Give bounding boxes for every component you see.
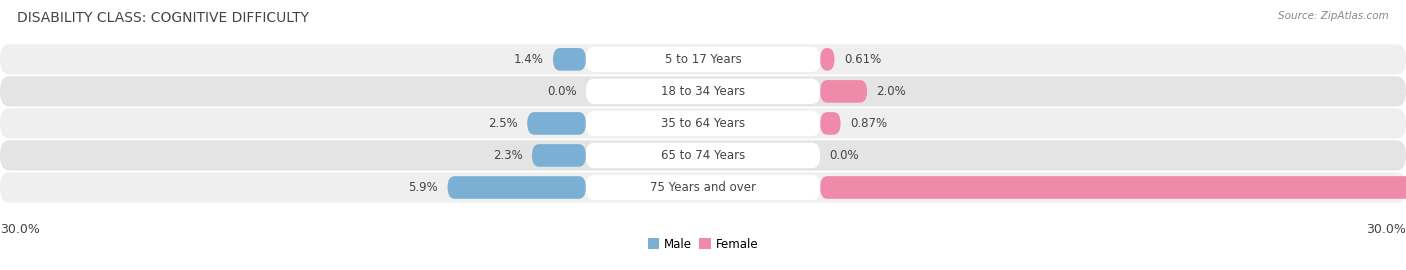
Text: Source: ZipAtlas.com: Source: ZipAtlas.com bbox=[1278, 11, 1389, 21]
FancyBboxPatch shape bbox=[0, 140, 1406, 171]
Text: 0.0%: 0.0% bbox=[547, 85, 576, 98]
Text: 30.0%: 30.0% bbox=[1367, 223, 1406, 236]
Text: 5.9%: 5.9% bbox=[409, 181, 439, 194]
FancyBboxPatch shape bbox=[820, 48, 835, 71]
Text: 30.0%: 30.0% bbox=[0, 223, 39, 236]
FancyBboxPatch shape bbox=[0, 44, 1406, 75]
FancyBboxPatch shape bbox=[586, 111, 820, 136]
Text: DISABILITY CLASS: COGNITIVE DIFFICULTY: DISABILITY CLASS: COGNITIVE DIFFICULTY bbox=[17, 11, 309, 25]
FancyBboxPatch shape bbox=[527, 112, 586, 135]
Text: 5 to 17 Years: 5 to 17 Years bbox=[665, 53, 741, 66]
Text: 35 to 64 Years: 35 to 64 Years bbox=[661, 117, 745, 130]
FancyBboxPatch shape bbox=[820, 112, 841, 135]
Text: 18 to 34 Years: 18 to 34 Years bbox=[661, 85, 745, 98]
FancyBboxPatch shape bbox=[0, 173, 1406, 202]
FancyBboxPatch shape bbox=[586, 79, 820, 104]
FancyBboxPatch shape bbox=[820, 80, 868, 103]
Legend: Male, Female: Male, Female bbox=[643, 233, 763, 255]
Text: 0.61%: 0.61% bbox=[844, 53, 882, 66]
FancyBboxPatch shape bbox=[447, 176, 586, 199]
FancyBboxPatch shape bbox=[553, 48, 586, 71]
FancyBboxPatch shape bbox=[531, 144, 586, 167]
FancyBboxPatch shape bbox=[0, 76, 1406, 106]
FancyBboxPatch shape bbox=[586, 143, 820, 168]
Text: 1.4%: 1.4% bbox=[513, 53, 544, 66]
FancyBboxPatch shape bbox=[0, 108, 1406, 139]
FancyBboxPatch shape bbox=[586, 47, 820, 72]
FancyBboxPatch shape bbox=[820, 176, 1406, 199]
Text: 2.0%: 2.0% bbox=[876, 85, 905, 98]
Text: 2.3%: 2.3% bbox=[494, 149, 523, 162]
FancyBboxPatch shape bbox=[586, 175, 820, 200]
Text: 0.87%: 0.87% bbox=[849, 117, 887, 130]
Text: 65 to 74 Years: 65 to 74 Years bbox=[661, 149, 745, 162]
Text: 75 Years and over: 75 Years and over bbox=[650, 181, 756, 194]
Text: 0.0%: 0.0% bbox=[830, 149, 859, 162]
Text: 2.5%: 2.5% bbox=[488, 117, 517, 130]
